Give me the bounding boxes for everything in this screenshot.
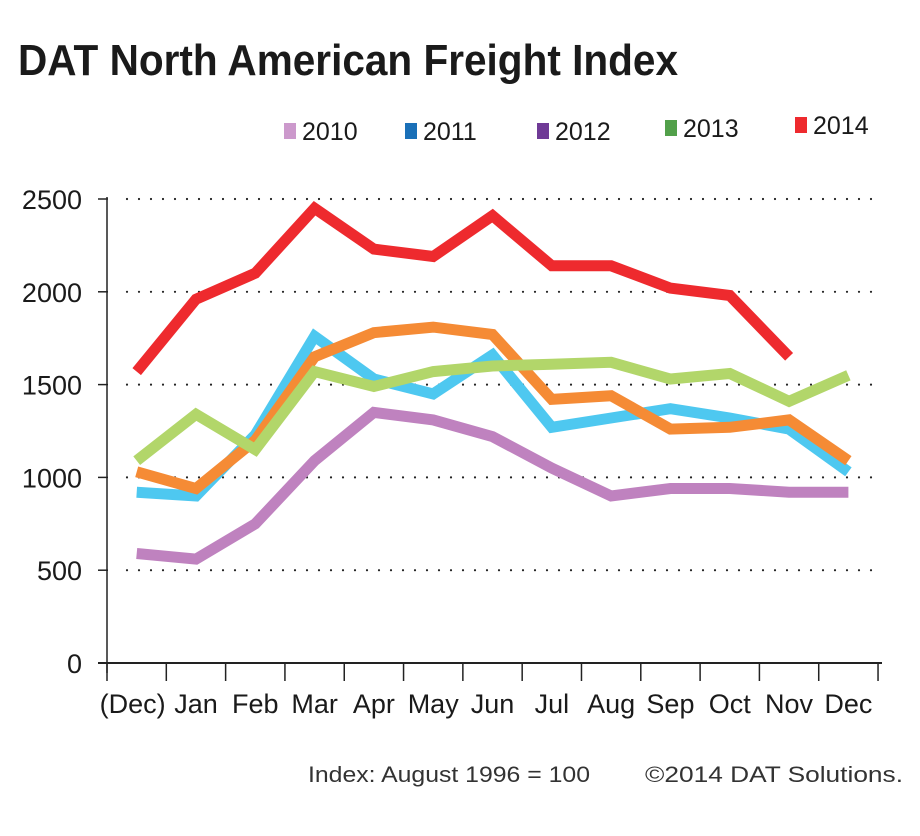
y-label-1500: 1500 (22, 371, 82, 401)
x-label-Jun: Jun (471, 689, 515, 719)
x-label-Jul: Jul (535, 689, 570, 719)
legend-label-2010: 2010 (302, 118, 358, 146)
x-label-Dec: Dec (824, 689, 872, 719)
x-label-Feb: Feb (232, 689, 279, 719)
x-label-Apr: Apr (353, 689, 395, 719)
chart-title: DAT North American Freight Index (18, 36, 678, 85)
series-line-2010 (136, 406, 849, 565)
axes (98, 197, 882, 681)
index-note: Index: August 1996 = 100 (308, 762, 590, 787)
x-label-(Dec): (Dec) (100, 689, 166, 719)
legend-swatch-2013 (665, 120, 677, 136)
y-label-2000: 2000 (22, 278, 82, 308)
legend-swatch-2014 (795, 117, 807, 133)
legend-label-2011: 2011 (423, 118, 477, 146)
legend-swatch-2010 (284, 123, 296, 139)
series-line-2012 (135, 321, 852, 495)
x-label-Sep: Sep (646, 689, 694, 719)
x-label-Nov: Nov (765, 689, 814, 719)
series-line-2014 (132, 201, 794, 376)
series-line-2011 (136, 328, 852, 502)
x-label-Jan: Jan (174, 689, 218, 719)
legend-label-2014: 2014 (813, 112, 869, 140)
x-axis-labels: (Dec) Jan Feb Mar Apr May Jun Jul Aug Sep Oct Nov De… (100, 689, 873, 719)
y-axis-labels: 0 500 1000 1500 2000 2500 (22, 185, 82, 679)
copyright: ©2014 DAT Solutions. (645, 762, 903, 787)
legend-swatch-2012 (537, 123, 549, 139)
y-label-1000: 1000 (22, 463, 82, 493)
legend: 2010 2011 2012 2013 2014 (284, 112, 869, 146)
series-line-2013 (133, 356, 851, 466)
x-label-Aug: Aug (587, 689, 635, 719)
y-label-500: 500 (37, 556, 82, 586)
x-label-May: May (408, 689, 460, 719)
series-lines (132, 201, 852, 565)
x-label-Mar: Mar (291, 689, 338, 719)
y-label-2500: 2500 (22, 185, 82, 215)
legend-swatch-2011 (405, 123, 417, 139)
legend-label-2012: 2012 (555, 118, 611, 146)
y-label-0: 0 (67, 649, 82, 679)
x-label-Oct: Oct (709, 689, 752, 719)
legend-label-2013: 2013 (683, 115, 739, 143)
